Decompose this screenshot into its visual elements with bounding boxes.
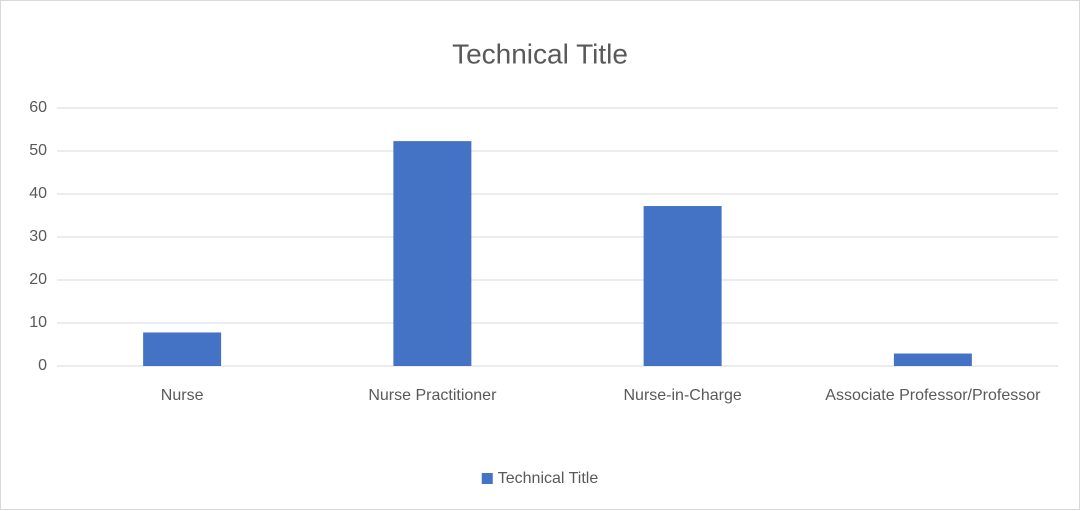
y-tick-label: 30 [29,228,47,245]
x-tick-label: Associate Professor/Professor [825,387,1041,404]
x-tick-label: Nurse-in-Charge [623,387,742,404]
y-tick-label: 10 [29,314,47,331]
x-tick-label: Nurse Practitioner [368,387,497,404]
chart-title: Technical Title [452,38,628,69]
legend-label: Technical Title [498,470,599,487]
bar [643,206,722,366]
y-tick-label: 60 [29,99,47,116]
y-tick-label: 50 [29,142,47,159]
y-tick-label: 0 [38,357,47,374]
bar [143,332,222,366]
y-tick-label: 20 [29,271,47,288]
x-tick-label: Nurse [160,387,204,404]
bar [393,141,472,366]
legend-swatch [481,473,493,484]
bar [893,353,972,366]
y-tick-label: 40 [29,185,47,202]
